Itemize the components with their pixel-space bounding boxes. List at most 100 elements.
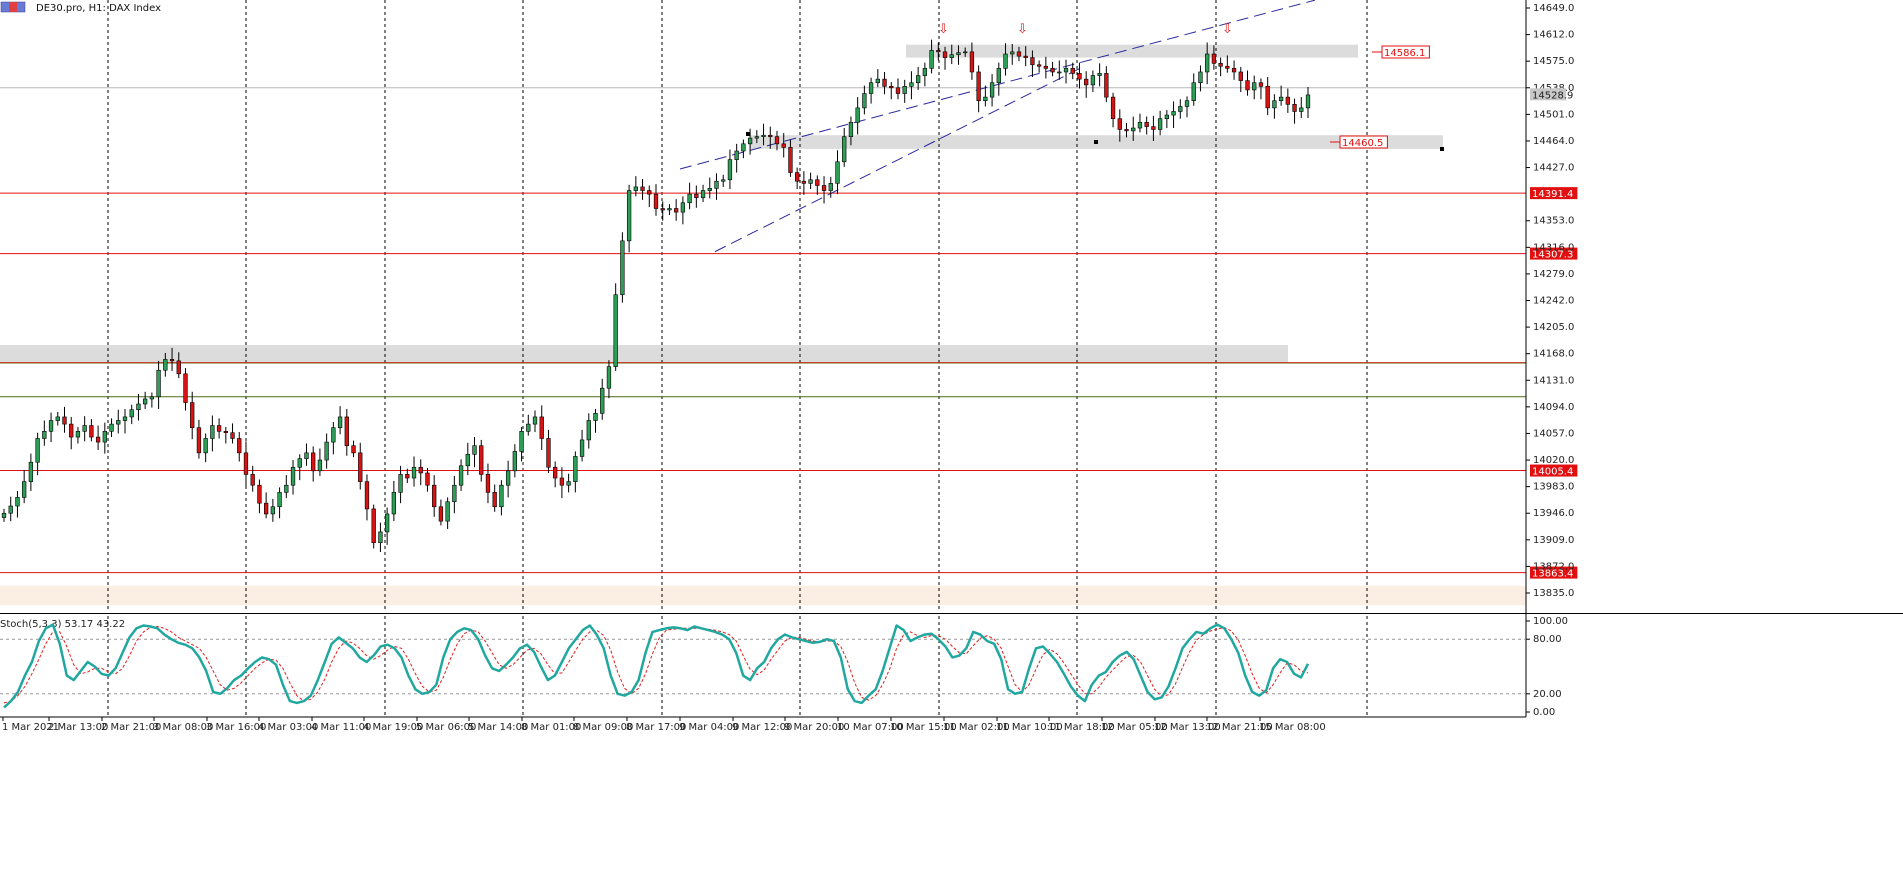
anchor-point-marker[interactable] [746,132,750,136]
time-tick-label: 11 Mar 10:00 [996,722,1063,733]
candle [795,167,800,190]
candle [1070,62,1075,80]
bull-candle-body [761,134,766,137]
bear-candle-body [1030,57,1035,66]
bull-candle-body [1305,94,1311,109]
candle [472,437,477,468]
price-tick-label: 14501.0 [1533,109,1574,120]
candle [109,418,114,438]
bear-candle-body [1124,129,1129,132]
bear-candle-body [1077,73,1082,80]
candle [694,185,699,208]
bull-candle-body [909,82,914,87]
candle [942,46,948,70]
candle [808,172,813,190]
bear-candle-body [243,452,249,475]
bear-candle-body [774,136,780,145]
bull-candle-body [304,452,309,459]
candle [1245,70,1250,96]
bull-candle-body [714,180,719,189]
candle [963,47,968,57]
bull-candle-body [747,137,753,145]
candle [606,360,612,399]
candle [936,42,941,61]
bull-candle-body [452,484,457,503]
bull-candle-body [458,465,464,486]
chart-symbol-title: DE30.pro, H1: DAX Index [36,3,161,14]
bear-candle-body [1144,121,1149,127]
candle [263,492,269,519]
bear-candle-body [815,179,820,186]
range-zone [0,345,1288,364]
candle [176,352,181,379]
candle [1,508,7,522]
candle [1164,110,1169,129]
anchor-point-marker[interactable] [1094,140,1098,144]
bear-candle-body [1238,71,1243,81]
candle [1252,75,1257,100]
candle [62,406,67,433]
candle [761,123,766,146]
candle [28,453,34,491]
price-tick-label: 13909.0 [1533,535,1574,546]
candle [418,459,423,486]
price-tick-label: 14649.0 [1533,3,1574,14]
price-tick-label: 13872.0 [1533,561,1574,572]
bear-candle-body [492,492,497,508]
candle [203,433,208,463]
axis-level-label: 14391.4 [1532,189,1573,200]
candle [1211,45,1217,70]
candle [848,116,854,146]
candle [626,184,632,253]
price-tick-label: 14316.0 [1533,242,1574,253]
price-tick-label: 14464.0 [1533,136,1574,147]
candle [1057,60,1062,80]
bear-candle-body [1070,68,1075,74]
candle [1299,97,1304,118]
bull-candle-body [922,68,928,76]
candle [1178,99,1183,119]
candle [889,82,894,100]
candle [129,404,134,425]
candle [1104,66,1109,103]
bear-candle-body [479,445,484,475]
candle [384,507,390,545]
candle [774,130,780,151]
bull-candle-body [445,501,450,522]
bull-candle-body [1131,127,1136,132]
bull-candle-body [734,150,739,160]
bull-candle-body [626,190,632,242]
candle [1258,78,1264,100]
time-tick-label: 12 Mar 21:00 [1206,722,1273,733]
bottom-zone [0,585,1526,606]
bull-candle-body [526,423,531,432]
bear-candle-body [1016,51,1022,57]
candle [22,470,27,504]
bear-candle-body [230,432,235,439]
bull-candle-body [28,461,34,482]
bull-candle-body [116,420,121,425]
bull-candle-body [1178,106,1183,112]
time-tick-label: 12 Mar 05:00 [1101,722,1168,733]
time-tick-label: 2 Mar 21:00 [101,722,161,733]
candle [573,451,578,493]
price-tick-label: 14427.0 [1533,163,1574,174]
candle [835,150,840,195]
bear-candle-body [89,425,94,438]
bull-candle-body [754,136,759,139]
candle [915,66,921,90]
bear-candle-body [1285,96,1290,105]
bull-candle-body [391,492,397,515]
time-tick-label: 12 Mar 13:00 [1154,722,1221,733]
anchor-point-marker[interactable] [1440,147,1444,151]
bull-candle-body [82,425,87,432]
candle [136,393,141,421]
candle [700,184,706,203]
bull-candle-body [593,413,598,421]
axis-level-label: 14307.3 [1532,250,1573,261]
bull-candle-body [277,492,282,508]
candle [956,45,961,65]
candle [1205,42,1210,85]
candle [660,201,665,221]
current-price-badge [1530,88,1566,101]
